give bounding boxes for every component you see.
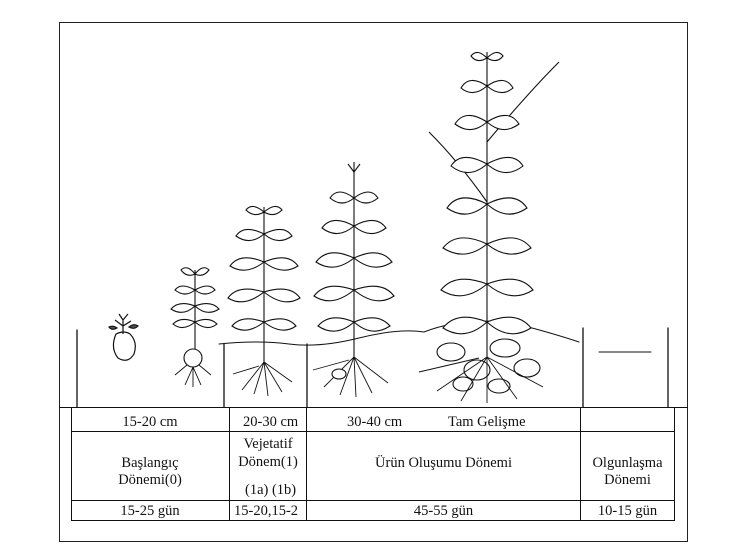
stage-1-substages: (1a) (1b): [245, 482, 297, 498]
stage-0-duration: 15-25 gün: [120, 503, 180, 519]
table-line-bottom: [71, 520, 675, 521]
height-label-3: 30-40 cm: [347, 414, 403, 430]
stage-3-name-line2: Dönemi: [604, 472, 651, 488]
height-label-2: 20-30 cm: [243, 414, 299, 430]
stage-1a-plant: [170, 267, 220, 387]
height-label-4: Tam Gelişme: [448, 414, 526, 430]
table-line-c2: [306, 407, 307, 520]
stage-0-name-line1: Başlangıç: [121, 455, 179, 471]
stage-3-plant: [418, 51, 560, 403]
stage-1-duration: 15-20,15-2: [234, 503, 299, 519]
table-line-duration: [71, 500, 675, 501]
stage-3-name-line1: Olgunlaşma: [592, 455, 663, 471]
table-line-top: [59, 407, 688, 408]
stage-1-name-line2: Dönem(1): [238, 454, 298, 470]
height-label-1: 15-20 cm: [122, 414, 178, 430]
table-line-c1: [229, 407, 230, 520]
stage-1b-plant: [227, 205, 301, 397]
table-line-right: [674, 407, 675, 520]
stage-0-name-line2: Dönemi(0): [118, 472, 182, 488]
potato-growth-illustration: [76, 51, 669, 407]
stage-1-name-line1: Vejetatif: [243, 436, 293, 452]
table-line-c3: [580, 407, 581, 520]
table-line-header: [71, 431, 675, 432]
stage-2-name: Ürün Oluşumu Dönemi: [375, 455, 512, 471]
stage-3-duration: 10-15 gün: [597, 503, 658, 519]
stage-0-sprout: [108, 313, 139, 361]
stage-2-plant: [312, 162, 395, 398]
stage-2-duration: 45-55 gün: [413, 503, 474, 519]
table-line-left: [71, 407, 72, 520]
figure-frame: [59, 22, 688, 542]
